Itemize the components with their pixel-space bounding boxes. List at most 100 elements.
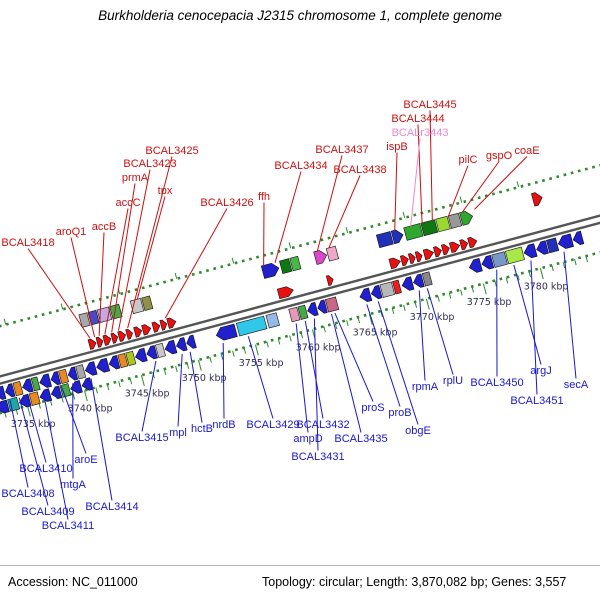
gene-glyph[interactable] <box>491 251 508 268</box>
gene-glyph[interactable] <box>324 296 340 313</box>
gene-label-forward[interactable]: prmA <box>122 172 149 184</box>
gene-label-reverse[interactable]: BCAL3410 <box>19 463 72 475</box>
gene-label-reverse[interactable]: BCAL3409 <box>21 506 74 518</box>
gene-glyph[interactable] <box>28 391 41 406</box>
gene-glyph[interactable] <box>297 304 309 320</box>
gene-glyph[interactable] <box>125 350 137 366</box>
gene-label-reverse[interactable]: rplU <box>443 375 463 387</box>
gene-glyph[interactable] <box>358 287 373 303</box>
gene-glyph[interactable] <box>66 366 79 382</box>
gene-glyph[interactable] <box>12 381 24 397</box>
gene-glyph[interactable] <box>235 315 268 337</box>
gene-glyph[interactable] <box>379 281 396 298</box>
gene-label-forward[interactable]: accB <box>92 221 116 233</box>
gene-label-forward[interactable]: ispB <box>386 141 407 153</box>
gene-glyph[interactable] <box>75 364 87 380</box>
gene-glyph[interactable] <box>375 231 394 249</box>
gene-glyph[interactable] <box>0 385 7 401</box>
gene-glyph[interactable] <box>69 380 83 394</box>
gene-glyph[interactable] <box>141 295 154 311</box>
gene-glyph[interactable] <box>102 334 112 346</box>
gene-label-forward[interactable]: BCAL3425 <box>145 145 198 157</box>
gene-glyph[interactable] <box>95 336 104 348</box>
gene-glyph[interactable] <box>4 383 16 399</box>
gene-label-reverse[interactable]: hctB <box>191 423 213 435</box>
gene-glyph[interactable] <box>388 256 402 270</box>
gene-label-reverse[interactable]: BCAL3435 <box>334 433 387 445</box>
gene-glyph[interactable] <box>432 245 442 258</box>
gene-label-reverse[interactable]: mtgA <box>60 479 86 491</box>
gene-glyph[interactable] <box>440 243 450 256</box>
gene-glyph[interactable] <box>571 230 585 246</box>
gene-glyph[interactable] <box>504 246 525 265</box>
gene-glyph[interactable] <box>117 352 129 369</box>
gene-glyph[interactable] <box>38 388 53 403</box>
gene-glyph[interactable] <box>87 338 97 350</box>
gene-glyph[interactable] <box>265 312 280 329</box>
gene-glyph[interactable] <box>84 361 98 377</box>
gene-label-forward[interactable]: BCAL3438 <box>333 164 386 176</box>
gene-glyph[interactable] <box>95 357 111 374</box>
gene-glyph[interactable] <box>166 317 178 329</box>
gene-label-forward[interactable]: BCAL3437 <box>315 144 368 156</box>
gene-glyph[interactable] <box>163 339 178 355</box>
gene-glyph[interactable] <box>276 285 294 300</box>
gene-glyph[interactable] <box>185 334 197 350</box>
gene-label-forward[interactable]: accC <box>115 197 140 209</box>
gene-glyph[interactable] <box>141 323 153 336</box>
gene-glyph[interactable] <box>155 342 166 359</box>
gene-glyph[interactable] <box>30 376 41 392</box>
gene-label-reverse[interactable]: ampD <box>293 433 322 445</box>
gene-glyph[interactable] <box>49 370 62 386</box>
gene-glyph[interactable] <box>38 373 52 389</box>
gene-glyph[interactable] <box>21 378 34 394</box>
gene-glyph[interactable] <box>459 210 475 226</box>
gene-label-reverse[interactable]: secA <box>564 379 589 391</box>
gene-glyph[interactable] <box>117 330 127 342</box>
gene-label-reverse[interactable]: BCAL3411 <box>42 520 94 532</box>
gene-glyph[interactable] <box>403 223 424 241</box>
gene-glyph[interactable] <box>7 396 21 412</box>
gene-glyph[interactable] <box>279 258 293 275</box>
gene-glyph[interactable] <box>480 254 495 270</box>
gene-glyph[interactable] <box>535 240 549 256</box>
gene-glyph[interactable] <box>414 251 423 263</box>
gene-glyph[interactable] <box>420 219 439 237</box>
gene-glyph[interactable] <box>370 284 383 300</box>
gene-glyph[interactable] <box>468 257 483 274</box>
gene-label-forward[interactable]: BCAL3434 <box>274 160 327 172</box>
gene-label-reverse[interactable]: aroE <box>74 454 97 466</box>
gene-glyph[interactable] <box>59 383 72 398</box>
gene-glyph[interactable] <box>530 191 543 207</box>
gene-glyph[interactable] <box>459 238 469 251</box>
gene-glyph[interactable] <box>0 399 10 415</box>
gene-glyph[interactable] <box>545 237 560 254</box>
gene-label-forward[interactable]: BCAL3423 <box>123 158 176 170</box>
gene-label-reverse[interactable]: proS <box>361 402 384 414</box>
gene-glyph[interactable] <box>215 323 238 342</box>
gene-label-forward[interactable]: BCAL3426 <box>200 197 253 209</box>
gene-label-reverse[interactable]: nrdB <box>212 419 235 431</box>
gene-glyph[interactable] <box>435 215 451 233</box>
gene-label-reverse[interactable]: BCAL3451 <box>510 395 563 407</box>
gene-glyph[interactable] <box>522 243 538 260</box>
gene-label-reverse[interactable]: BCAL3432 <box>296 419 349 431</box>
gene-label-reverse[interactable]: obgE <box>405 425 431 437</box>
gene-glyph[interactable] <box>108 355 121 370</box>
gene-glyph[interactable] <box>467 236 479 249</box>
gene-glyph[interactable] <box>412 273 425 289</box>
gene-glyph[interactable] <box>325 274 334 287</box>
gene-label-reverse[interactable]: rpmA <box>412 381 439 393</box>
gene-glyph[interactable] <box>390 228 405 245</box>
gene-label-forward[interactable]: aroQ1 <box>56 226 87 238</box>
gene-glyph[interactable] <box>407 252 416 265</box>
gene-glyph[interactable] <box>400 276 415 292</box>
gene-glyph[interactable] <box>313 249 329 265</box>
gene-glyph[interactable] <box>289 255 302 272</box>
gene-label-forward[interactable]: BCAL3418 <box>1 237 54 249</box>
gene-glyph[interactable] <box>159 319 168 331</box>
gene-label-forward[interactable]: BCAL3444 <box>391 113 444 125</box>
gene-glyph[interactable] <box>260 262 280 279</box>
gene-glyph[interactable] <box>134 347 148 363</box>
